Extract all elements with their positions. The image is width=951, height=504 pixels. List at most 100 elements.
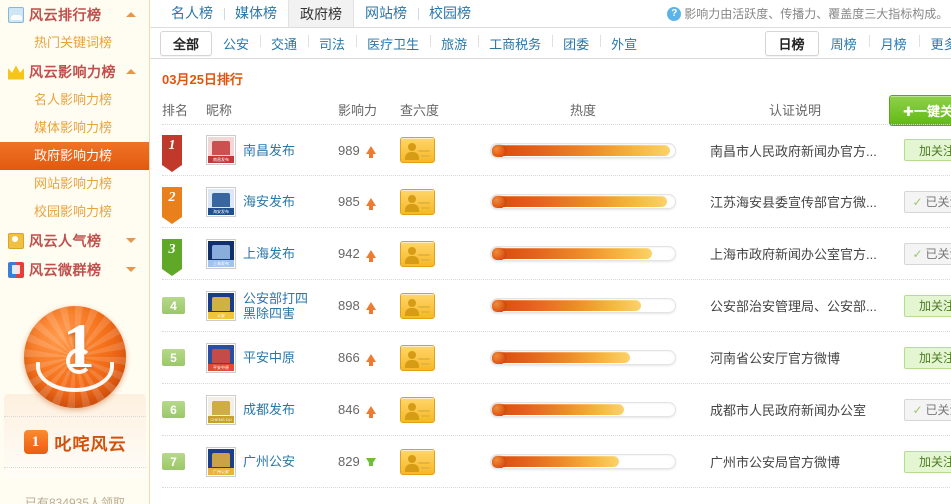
sidebar-item-g1-i1[interactable]: 媒体影响力榜 [34,120,113,135]
avatar[interactable]: 公安 [206,290,236,321]
id-card-icon[interactable] [400,292,435,319]
question-icon[interactable]: ? [667,6,682,21]
avatar[interactable]: CHENG DU [206,394,236,425]
id-card-icon[interactable] [400,344,435,371]
nickname-cell: 上海发布 上海发布 [206,238,338,269]
avatar[interactable]: 平安中原 [206,342,236,373]
follow-button-label: 加关注 [918,351,951,365]
following-button[interactable]: ✓已关注 [904,398,951,421]
category-filter-5[interactable]: 医疗卫生 [356,31,430,56]
certification-text: 南昌市人民政府新闻办官方... [710,143,877,159]
chevron-up-icon[interactable] [126,69,136,74]
avatar[interactable]: 广州公安 [206,446,236,477]
chevron-down-icon[interactable] [126,267,136,272]
tab-4[interactable]: 网站榜 [365,5,407,21]
tab-2[interactable]: 媒体榜 [224,0,288,27]
score-value: 989 [338,142,360,158]
sidebar-item-g0-i0[interactable]: 热门关键词榜 [34,35,113,50]
follow-button[interactable]: 加关注 [904,346,951,369]
category-filter-4[interactable]: 司法 [308,31,356,56]
check-icon: ✓ [912,402,923,417]
heat-cell [474,298,692,313]
tab-1[interactable]: 名人榜 [171,5,213,21]
ranking-table: 排名 昵称 影响力 查六度 热度 认证说明 ✚一键关注 1南昌发布南昌发布989… [150,94,951,488]
promo-claimed-count: 已有834935人领取 [24,496,126,504]
column-header-rank: 排名 [162,102,189,118]
avatar[interactable]: 上海发布 [206,238,236,269]
tab-3-active[interactable]: 政府榜 [288,0,354,27]
nickname-link[interactable]: 海安发布 [243,194,296,209]
ranking-date-title: 03月25日排行 [162,72,243,87]
action-cell: ✓已关注 [898,398,951,421]
category-filter-3[interactable]: 交通 [260,31,308,56]
period-2[interactable]: 周榜 [819,31,869,56]
category-filter-8[interactable]: 团委 [552,31,600,56]
sidebar-item-g1-i3[interactable]: 网站影响力榜 [34,176,113,191]
sidebar-group-4[interactable]: 风云微群榜 [0,255,149,284]
sidebar-item-active[interactable]: 政府影响力榜 [0,142,149,170]
help-note: ? 影响力由活跃度、传播力、覆盖度三大指标构成。 详情» [667,5,951,22]
promo-badge[interactable]: 1 1 叱咤风云 已有834935人领取 [4,300,146,504]
chevron-down-icon[interactable] [126,238,136,243]
period-4[interactable]: 更多⌄ [918,31,951,56]
period-3[interactable]: 月榜 [868,31,919,56]
nickname-cell: 公安 公安部打四 黑除四害 [206,290,338,321]
certification-text: 广州市公安局官方微博 [710,455,841,470]
rank-ribbon-badge: 3 [162,238,182,276]
action-cell: 加关注 [898,346,951,369]
action-cell: ✓已关注 [898,190,951,213]
heat-cell [474,454,692,469]
one-click-follow-button[interactable]: ✚一键关注 [889,95,951,126]
id-card-icon[interactable] [400,188,435,215]
heat-cell [474,350,692,365]
six-degree-cell [400,137,474,163]
category-filter-1-active[interactable]: 全部 [160,30,213,56]
chevron-up-icon[interactable] [126,12,136,17]
heat-progress-knob [492,144,505,157]
period-label: 周榜 [830,37,857,52]
id-card-icon[interactable] [400,396,435,423]
follow-button[interactable]: 加关注 [904,294,951,317]
category-filter-6[interactable]: 旅游 [430,31,478,56]
table-header-row: 排名 昵称 影响力 查六度 热度 认证说明 ✚一键关注 [162,94,951,126]
follow-button[interactable]: 加关注 [904,450,951,473]
heat-progress-fill [492,196,667,207]
follow-button[interactable]: 加关注 [904,139,951,161]
score-value: 942 [338,246,360,261]
avatar[interactable]: 南昌发布 [206,135,236,165]
nickname-link[interactable]: 公安部打四 黑除四害 [243,290,309,321]
category-filter-7[interactable]: 工商税务 [478,31,552,56]
rank-cell: 1 [162,135,206,172]
sidebar-item-g1-i0[interactable]: 名人影响力榜 [34,92,113,107]
rank-cell: 6 [162,401,206,418]
follow-button-label: 已关注 [925,403,951,417]
sidebar-group-3[interactable]: 风云人气榜 [0,226,149,255]
trend-up-icon [365,146,376,158]
nickname-link[interactable]: 成都发布 [243,402,296,417]
id-card-icon[interactable] [400,448,435,475]
nickname-link[interactable]: 平安中原 [243,350,296,365]
nickname-link[interactable]: 上海发布 [243,246,296,261]
tab-5[interactable]: 校园榜 [418,0,482,27]
rank-cell: 7 [162,453,206,470]
certification-text: 公安部治安管理局、公安部... [710,299,877,314]
sidebar-item-g1-i4[interactable]: 校园影响力榜 [34,204,113,219]
sidebar-group-2[interactable]: 风云影响力榜 [0,57,149,86]
category-filter-9[interactable]: 外宣 [600,31,648,56]
heat-progress-bar [490,350,676,365]
sidebar-group-1[interactable]: 风云排行榜 [0,0,149,29]
category-filter-2[interactable]: 公安 [223,36,250,52]
following-button[interactable]: ✓已关注 [904,190,951,213]
table-body: 1 南昌发布 南昌发布 989 南昌市人民政府新闻办官方... 加关注 2 海安发布 海安发布 9… [162,124,951,488]
nickname-cell: 南昌发布 南昌发布 [206,135,338,165]
id-card-icon[interactable] [400,137,435,163]
avatar[interactable]: 海安发布 [206,186,236,217]
nickname-link[interactable]: 南昌发布 [243,142,296,158]
rank-cell: 5 [162,349,206,366]
action-cell: 加关注 [898,139,951,161]
id-card-icon[interactable] [400,240,435,267]
following-button[interactable]: ✓已关注 [904,242,951,265]
nickname-link[interactable]: 广州公安 [243,454,296,469]
period-1-active[interactable]: 日榜 [764,31,819,56]
period-label: 更多 [930,37,951,52]
